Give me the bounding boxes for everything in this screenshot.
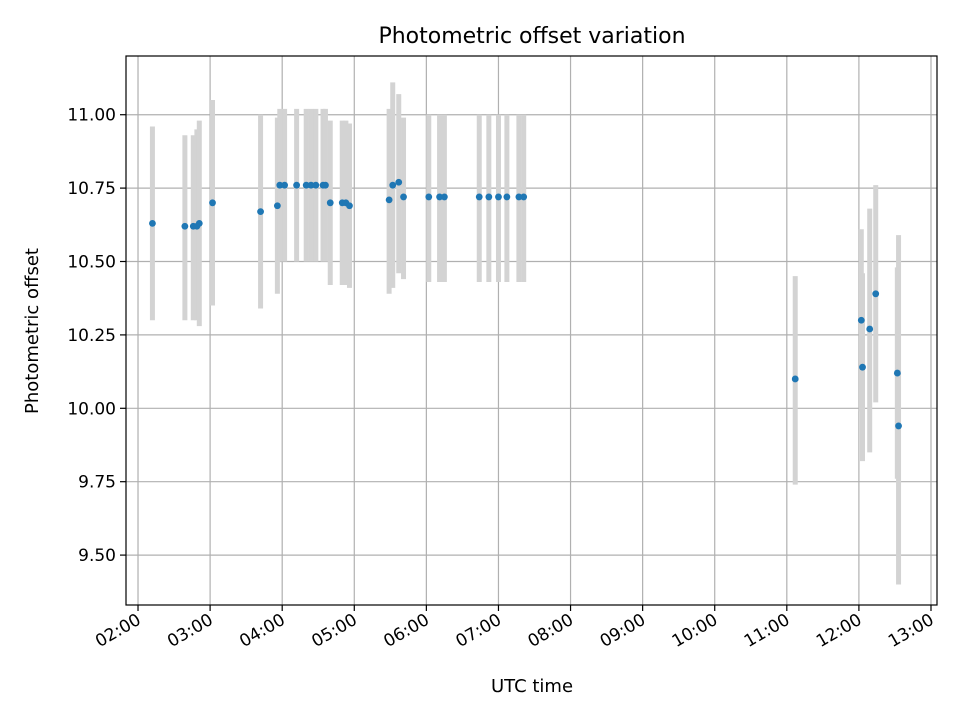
chart-title: Photometric offset variation (378, 24, 685, 49)
x-axis: 02:00 03:00 04:00 05:00 06:00 07:00 08:00 09:00… (92, 605, 937, 652)
x-tick-label: 12:00 (813, 610, 865, 652)
data-point (859, 363, 866, 371)
y-tick-label: 11.00 (67, 106, 116, 126)
data-point (857, 316, 865, 324)
data-point (302, 181, 310, 189)
x-tick-label: 06:00 (380, 610, 432, 652)
x-tick-label: 02:00 (92, 610, 144, 652)
y-axis-label: Photometric offset (22, 248, 43, 414)
x-tick-label: 09:00 (597, 610, 649, 652)
data-point (346, 202, 353, 210)
data-point (791, 375, 799, 383)
data-point (475, 193, 483, 201)
data-point (273, 202, 281, 210)
data-point (495, 193, 502, 201)
data-point (257, 208, 264, 215)
data-point (326, 199, 334, 207)
data-point (312, 181, 320, 189)
data-point (281, 181, 288, 189)
data-point (400, 193, 407, 201)
data-point (440, 193, 448, 201)
x-tick-label: 05:00 (308, 610, 360, 652)
x-tick-label: 07:00 (453, 610, 505, 652)
x-tick-label: 11:00 (741, 610, 793, 652)
data-point (503, 193, 511, 201)
x-tick-label: 13:00 (885, 610, 937, 652)
data-point (149, 219, 156, 227)
data-point (181, 222, 189, 230)
data-point (893, 369, 901, 377)
y-axis: 9.50 9.75 10.00 10.25 10.50 10.75 11.00 (67, 106, 126, 566)
data-point (389, 181, 397, 189)
y-tick-label: 9.50 (78, 546, 116, 566)
y-tick-label: 10.00 (67, 399, 116, 419)
data-point (895, 422, 902, 430)
data-point (436, 193, 443, 201)
y-tick-label: 9.75 (78, 473, 116, 493)
data-point (322, 181, 329, 189)
data-point (872, 290, 880, 298)
x-tick-label: 08:00 (525, 610, 577, 652)
data-point (385, 196, 393, 204)
x-tick-label: 04:00 (236, 610, 288, 652)
x-axis-label: UTC time (491, 676, 573, 697)
data-point (425, 193, 433, 201)
y-tick-label: 10.50 (67, 253, 116, 273)
plot-frame (125, 55, 938, 606)
data-point (209, 199, 216, 207)
data-point (395, 178, 403, 186)
data-point (515, 193, 523, 201)
data-point (866, 325, 874, 333)
data-point (293, 181, 301, 189)
grid (126, 56, 937, 605)
y-tick-label: 10.25 (67, 326, 116, 346)
data-point (276, 181, 284, 189)
y-tick-label: 10.75 (67, 179, 116, 199)
data-point (195, 219, 203, 227)
x-tick-label: 03:00 (164, 610, 216, 652)
data-points (149, 178, 902, 430)
x-tick-label: 10:00 (669, 610, 721, 652)
data-point (307, 181, 315, 189)
data-point (485, 193, 493, 201)
data-point (520, 193, 528, 201)
